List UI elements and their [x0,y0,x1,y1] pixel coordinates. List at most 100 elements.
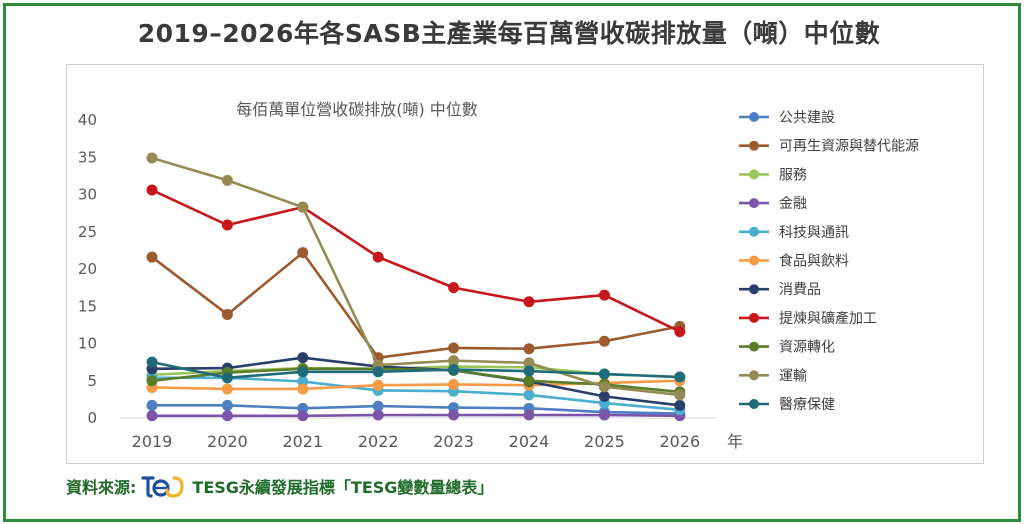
data-point [598,390,610,402]
data-point [297,201,309,213]
data-point [221,410,233,422]
legend-label: 消費品 [779,282,821,298]
data-point [297,410,309,422]
legend-item: 消費品 [739,282,821,298]
legend-label: 提煉與礦產加工 [779,310,877,327]
x-tick-label: 2020 [207,432,248,451]
legend-item: 科技與通訊 [739,225,849,241]
data-point [523,296,535,308]
data-point [448,378,460,390]
tesg-logo-icon [141,476,185,498]
data-point [598,381,610,393]
data-point [221,383,233,395]
data-point [221,219,233,231]
data-point [297,352,309,364]
x-axis-label: 年 [727,432,743,451]
series-10 [146,152,686,401]
legend-label: 資源轉化 [779,340,835,356]
data-point [598,368,610,380]
y-tick-label: 5 [87,372,97,390]
y-tick-label: 10 [78,335,97,353]
data-point [448,282,460,294]
data-point [146,375,158,387]
data-point [372,400,384,412]
series-line [151,188,681,333]
data-point [146,251,158,263]
legend-item: 可再生資源與替代能源 [739,139,919,155]
y-tick-label: 25 [78,223,97,241]
data-point [523,375,535,387]
series-line [152,376,680,412]
legend-label: 科技與通訊 [779,225,849,241]
data-point [674,399,686,411]
source-line: 資料來源: TESG永續發展指標「TESG變數量總表」 [66,472,493,500]
y-tick-label: 35 [78,148,97,166]
source-label: 資料來源: [66,478,137,497]
data-point [372,251,384,263]
legend-swatch-marker [749,140,759,151]
data-point [598,335,610,347]
data-point [146,356,158,368]
data-point [598,409,610,421]
x-tick-label: 2024 [509,432,550,451]
chart-container: 每佰萬單位營收碳排放(噸) 中位數 0 5 10 15 20 25 30 35 40 2019 202… [66,64,984,464]
legend-item: 醫療保健 [739,396,835,413]
legend-item: 提煉與礦產加工 [739,310,877,327]
data-point [523,357,535,369]
series-line [151,360,680,380]
data-point [146,410,158,422]
legend-swatch-marker [749,112,759,122]
data-point [221,372,233,384]
y-tick-label: 0 [87,409,97,427]
series-4 [146,409,686,422]
legend-swatch-marker [749,370,759,381]
legend-swatch-marker [749,312,759,323]
legend-label: 金融 [779,196,807,212]
data-point [297,366,309,378]
legend-swatch-marker [749,226,759,237]
data-point [372,409,384,421]
legend-item: 金融 [739,196,807,212]
legend-swatch-marker [749,399,759,409]
series-line [151,251,681,359]
data-point [448,355,460,367]
y-tick-label: 30 [78,186,97,204]
series-2 [146,247,686,364]
data-point [674,389,686,401]
data-point [146,184,158,196]
data-point [523,389,535,401]
legend-label: 運輸 [779,368,807,384]
series-line [152,413,680,418]
legend-label: 醫療保健 [779,396,835,413]
data-point [523,343,535,355]
data-point [372,366,384,378]
data-point [448,364,460,376]
legend-item: 資源轉化 [739,340,835,356]
legend-label: 食品與飲料 [779,253,849,270]
legend-label: 公共建設 [779,110,835,126]
series-line [151,156,680,397]
legend-label: 可再生資源與替代能源 [779,139,919,155]
legend-swatch-marker [749,341,759,352]
y-tick-label: 15 [78,297,97,315]
data-point [221,174,233,186]
legend-swatch-marker [749,198,759,209]
data-point [221,308,233,320]
x-tick-label: 2023 [433,432,474,451]
data-point [523,409,535,421]
legend-label: 服務 [779,167,807,183]
x-tick-label: 2022 [358,432,399,451]
y-tick-label: 20 [78,260,97,278]
legend-swatch-marker [749,284,759,295]
source-name: TESG永續發展指標「TESG變數量總表」 [192,478,494,497]
data-point [221,399,233,411]
data-point [146,399,158,411]
data-point [598,289,610,301]
data-point [448,342,460,354]
legend-swatch-marker [749,255,759,266]
legend-item: 公共建設 [739,110,835,126]
data-point [674,371,686,383]
chart-title: 每佰萬單位營收碳排放(噸) 中位數 [236,100,478,119]
x-tick-label: 2025 [584,432,625,451]
